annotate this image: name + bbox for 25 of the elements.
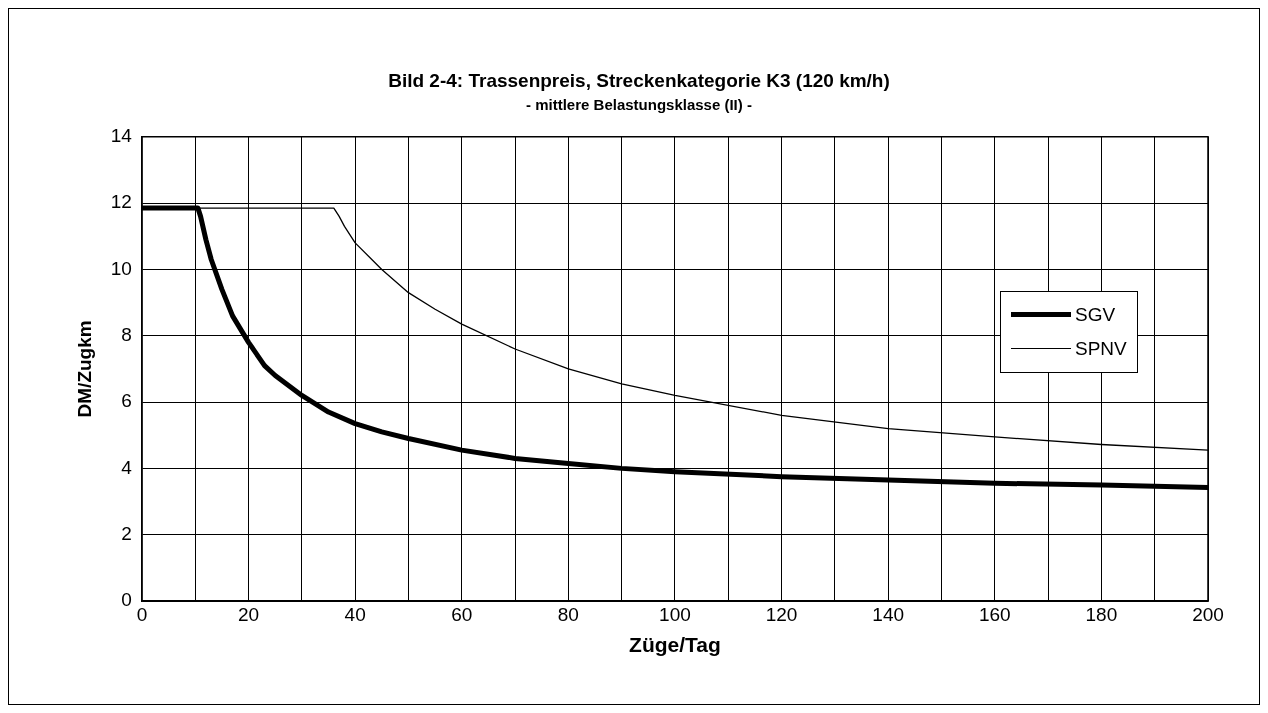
y-tick-label: 4 <box>121 456 133 478</box>
legend-label: SGV <box>1075 303 1116 326</box>
chart-subtitle: - mittlere Belastungsklasse (II) - <box>526 95 752 113</box>
x-tick-label: 80 <box>557 603 579 625</box>
y-tick-label: 14 <box>110 125 133 147</box>
y-tick-label: 10 <box>110 257 132 279</box>
x-axis-title: Züge/Tag <box>629 633 721 657</box>
y-tick-label: 8 <box>121 323 132 345</box>
x-tick-label: 0 <box>136 603 148 625</box>
x-tick-label: 120 <box>765 603 798 625</box>
legend-label: SPNV <box>1075 337 1127 360</box>
x-tick-label: 60 <box>451 603 473 625</box>
y-tick-label: 2 <box>121 522 132 544</box>
x-tick-label: 140 <box>872 603 905 625</box>
y-tick-label: 0 <box>121 589 132 611</box>
y-tick-label: 12 <box>110 191 132 213</box>
y-axis-title: DM/Zugkm <box>73 320 95 418</box>
chart-title: Bild 2-4: Trassenpreis, Streckenkategorie K3 (120 km/h) <box>388 69 890 91</box>
x-tick-label: 200 <box>1192 603 1224 625</box>
x-tick-label: 20 <box>237 603 260 625</box>
x-tick-label: 100 <box>659 603 691 625</box>
x-tick-label: 160 <box>978 603 1011 625</box>
x-tick-label: 180 <box>1085 603 1118 625</box>
x-tick-label: 40 <box>344 603 366 625</box>
y-tick-label: 6 <box>121 390 132 412</box>
